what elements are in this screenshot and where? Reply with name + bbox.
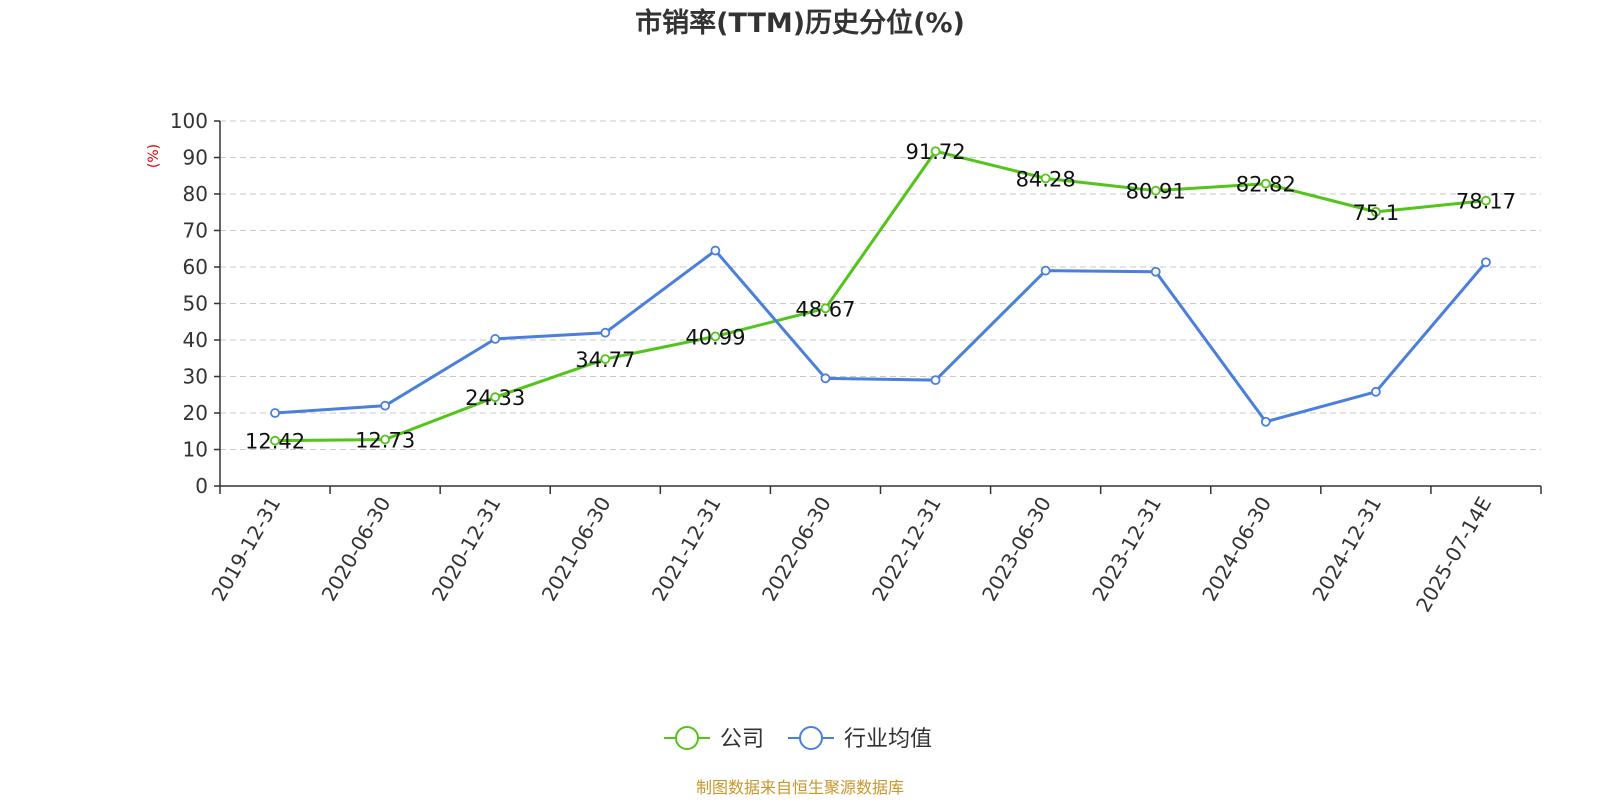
y-tick-label: 80	[183, 182, 208, 206]
data-label: 24.33	[465, 386, 525, 410]
data-point[interactable]	[1260, 416, 1271, 427]
x-tick-label: 2020-12-31	[427, 493, 506, 606]
data-point[interactable]	[1370, 386, 1381, 397]
data-label: 75.1	[1352, 201, 1399, 225]
data-point[interactable]	[1040, 173, 1051, 184]
x-tick-label: 2022-06-30	[757, 493, 836, 606]
legend-swatch-marker	[675, 726, 699, 750]
y-tick-label: 100	[170, 109, 208, 133]
series-line-1	[274, 249, 1488, 424]
x-tick-label: 2023-06-30	[977, 493, 1056, 606]
data-label: 84.28	[1016, 167, 1076, 191]
data-point[interactable]	[1481, 195, 1491, 206]
data-label: 40.99	[685, 325, 745, 349]
chart-title: 市销率(TTM)历史分位(%)	[635, 7, 965, 39]
data-point[interactable]	[820, 303, 831, 314]
data-point[interactable]	[600, 354, 611, 364]
data-point[interactable]	[930, 375, 941, 386]
x-tick-label: 2024-12-31	[1307, 493, 1386, 606]
data-point[interactable]	[380, 434, 391, 445]
legend-item-0[interactable]: 公司	[664, 726, 764, 752]
data-label: 91.72	[905, 140, 965, 164]
axis-layer: 0 10 20 30 40 50 60 70 80 90 100 2019-12-31 2020-06-…	[170, 109, 1542, 617]
grid-layer	[220, 120, 1541, 450]
series-layer	[270, 146, 1491, 446]
data-point[interactable]	[710, 245, 721, 256]
y-tick-label: 10	[183, 438, 208, 462]
x-tick-label: 2022-12-31	[867, 493, 946, 606]
x-tick-label: 2019-12-31	[206, 493, 285, 606]
legend-item-1[interactable]: 行业均值	[788, 726, 932, 752]
data-point[interactable]	[1150, 266, 1161, 277]
data-label: 12.73	[355, 429, 415, 453]
data-label: 12.42	[245, 430, 305, 454]
y-tick-label: 50	[183, 292, 208, 316]
y-tick-label: 70	[183, 219, 208, 243]
data-point[interactable]	[1040, 265, 1051, 276]
y-tick-label: 20	[183, 401, 208, 425]
y-tick-label: 40	[183, 328, 208, 352]
x-tick-label: 2020-06-30	[317, 493, 396, 606]
data-label-layer: 12.42 12.73 24.33 34.77 40.99 48.67 91.72 84.28…	[245, 140, 1516, 453]
data-label: 48.67	[795, 297, 855, 321]
data-label: 80.91	[1126, 180, 1186, 204]
data-point[interactable]	[1150, 185, 1161, 196]
data-point[interactable]	[710, 331, 721, 342]
data-point[interactable]	[1260, 178, 1271, 189]
source-note: 制图数据来自恒生聚源数据库	[696, 778, 904, 797]
data-point[interactable]	[270, 435, 280, 446]
legend-label: 行业均值	[844, 727, 932, 752]
data-point[interactable]	[270, 408, 280, 418]
data-label: 34.77	[575, 348, 635, 372]
y-tick-label: 90	[183, 146, 208, 170]
data-point[interactable]	[380, 400, 391, 411]
legend: 公司 行业均值	[664, 726, 932, 752]
y-axis-label: (%)	[146, 144, 162, 168]
data-point[interactable]	[1370, 206, 1381, 217]
x-tick-label: 2025-07-14E	[1411, 493, 1496, 617]
y-tick-label: 30	[183, 365, 208, 389]
data-label: 78.17	[1456, 190, 1516, 214]
x-tick-label: 2021-06-30	[537, 493, 616, 606]
data-point[interactable]	[820, 373, 831, 384]
legend-label: 公司	[720, 727, 764, 752]
x-tick-label: 2024-06-30	[1197, 493, 1276, 606]
series-line-0	[275, 149, 1487, 443]
legend-swatch-marker	[799, 726, 823, 750]
y-tick-label: 60	[183, 255, 208, 279]
data-point[interactable]	[490, 334, 501, 344]
x-tick-label: 2023-12-31	[1087, 493, 1166, 606]
data-point[interactable]	[1481, 257, 1491, 268]
x-tick-label: 2021-12-31	[647, 493, 726, 606]
data-label: 82.82	[1236, 173, 1296, 197]
data-point[interactable]	[930, 146, 941, 157]
data-point[interactable]	[600, 327, 611, 338]
y-tick-label: 0	[195, 474, 208, 498]
data-point[interactable]	[490, 392, 501, 403]
